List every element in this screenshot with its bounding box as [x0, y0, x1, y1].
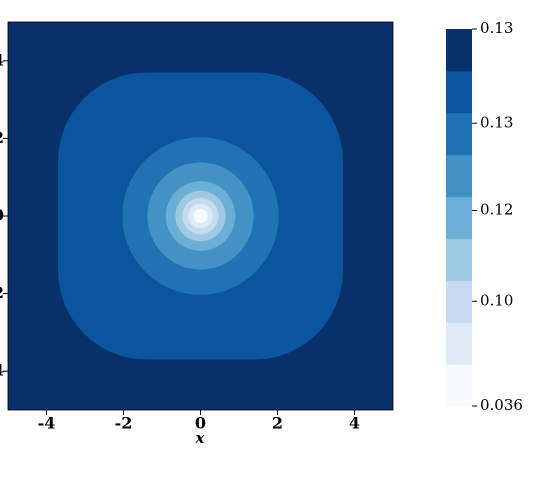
y-tick-label: 0 [0, 206, 4, 225]
colorbar-band [446, 154, 472, 198]
x-tick-label: 2 [272, 414, 283, 433]
x-tick-label: 4 [349, 414, 360, 433]
colorbar-band [446, 196, 472, 239]
colorbar-band [446, 364, 472, 407]
colorbar-band [446, 112, 472, 156]
colorbar-band [446, 238, 472, 281]
colorbar-band [446, 29, 472, 72]
x-tick-label: -4 [38, 414, 56, 433]
y-tick-label: 4 [0, 50, 4, 69]
colorbar-tick-label: 0.036 [480, 396, 523, 414]
y-tick-label: 2 [0, 128, 4, 147]
colorbar-tick-label: 0.13 [480, 113, 513, 131]
colorbar-tick-label: 0.13 [480, 19, 513, 37]
y-tick-label: -2 [0, 283, 4, 302]
colorbar-tick-label: 0.12 [480, 201, 513, 219]
contour-region [193, 209, 208, 223]
x-tick-label: 0 [195, 414, 206, 433]
x-tick-label: -2 [115, 414, 133, 433]
colorbar-band [446, 280, 472, 323]
colorbar-tick-label: 0.10 [480, 291, 513, 309]
y-tick-label: -4 [0, 361, 4, 380]
colorbar-band [446, 322, 472, 365]
x-axis-label: x [195, 429, 206, 447]
colorbar-band [446, 70, 472, 114]
